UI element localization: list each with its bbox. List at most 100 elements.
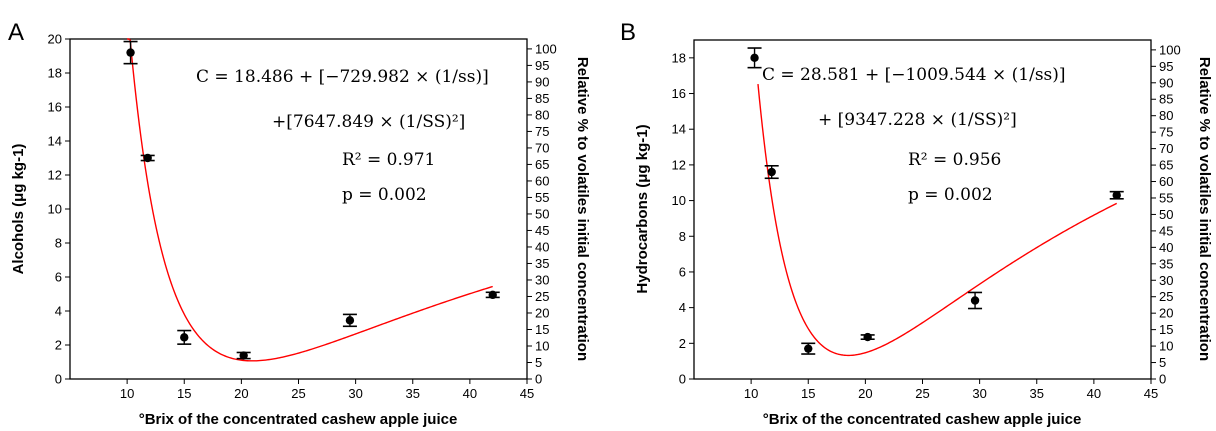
- y2-tick-label-a: 30: [535, 272, 549, 287]
- data-point-a: [143, 153, 152, 163]
- y2-tick-label-b: 35: [1159, 256, 1173, 271]
- x-tick-label-b: 40: [1087, 386, 1101, 401]
- y2-tick-label-b: 30: [1159, 273, 1173, 288]
- y-tick-label-b: 18: [672, 50, 686, 65]
- y2-tick-label-a: 85: [535, 91, 549, 106]
- data-point-a: [345, 316, 355, 325]
- data-point-a: [180, 333, 189, 342]
- y-tick-label-a: 4: [55, 304, 62, 319]
- y2-tick-label-a: 70: [535, 140, 549, 155]
- y2-tick-label-a: 75: [535, 124, 549, 139]
- equation-line1-b: C = 28.581 + [−1009.544 × (1/ss)]: [762, 65, 1066, 85]
- data-point-b: [863, 332, 872, 342]
- y-tick-label-a: 14: [48, 134, 62, 149]
- y2-tick-label-b: 50: [1159, 207, 1173, 222]
- x-tick-label-b: 35: [1030, 386, 1044, 401]
- equation-line2-b: + [9347.228 × (1/SS)²]: [818, 110, 1017, 130]
- x-tick-label-a: 40: [463, 386, 477, 401]
- y2-tick-label-a: 95: [535, 58, 549, 73]
- y2-tick-label-a: 100: [535, 41, 557, 56]
- data-point-b: [804, 344, 813, 353]
- x-tick-label-b: 25: [915, 386, 929, 401]
- y-tick-label-a: 6: [55, 270, 62, 285]
- y2-tick-label-a: 90: [535, 74, 549, 89]
- y-tick-label-a: 0: [55, 372, 62, 387]
- y-tick-label-b: 4: [679, 300, 686, 315]
- panel-a: A 10 15 20 25 30 35 40 450246810121416182005101…: [8, 19, 591, 428]
- y2-tick-label-a: 10: [535, 338, 549, 353]
- y2-tick-label-b: 15: [1159, 322, 1173, 337]
- y-tick-label-a: 12: [48, 168, 62, 183]
- x-tick-label-a: 30: [348, 386, 362, 401]
- y2-axis-label-b: Relative % to volatiles initial concentr…: [1196, 57, 1213, 361]
- x-tick-label-b: 30: [972, 386, 986, 401]
- data-point-b: [1112, 191, 1121, 200]
- y2-tick-label-a: 25: [535, 289, 549, 304]
- y2-tick-label-a: 50: [535, 206, 549, 221]
- y-tick-label-b: 6: [679, 264, 686, 279]
- x-tick-label-a: 25: [291, 386, 305, 401]
- y2-tick-label-b: 10: [1159, 339, 1173, 354]
- y-tick-label-a: 2: [55, 338, 62, 353]
- y2-tick-label-a: 65: [535, 157, 549, 172]
- y-tick-label-b: 16: [672, 86, 686, 101]
- x-tick-label-b: 10: [744, 386, 758, 401]
- equation-line3-b: R² = 0.956: [908, 150, 1001, 170]
- x-tick-label-a: 15: [177, 386, 191, 401]
- y-axis-label-a: Alcohols (μg kg-1): [10, 144, 27, 275]
- data-point-a: [239, 351, 248, 360]
- equation-line4-a: p = 0.002: [342, 185, 427, 205]
- data-point-a: [488, 290, 497, 300]
- plot-frame-a: [69, 38, 528, 380]
- x-tick-label-a: 10: [120, 386, 134, 401]
- y-axis-label-b: Hydrocarbons (μg kg-1): [634, 124, 651, 293]
- equation-line1-a: C = 18.486 + [−729.982 × (1/ss)]: [196, 67, 489, 87]
- y-tick-label-a: 8: [55, 236, 62, 251]
- y2-tick-label-a: 15: [535, 322, 549, 337]
- y2-tick-label-b: 40: [1159, 240, 1173, 255]
- y2-tick-label-a: 5: [535, 355, 542, 370]
- data-point-a: [126, 48, 135, 57]
- x-axis-label-b: °Brix of the concentrated cashew apple j…: [763, 411, 1082, 428]
- y2-tick-label-a: 0: [535, 372, 542, 387]
- x-tick-label-a: 35: [406, 386, 420, 401]
- x-tick-label-a: 45: [520, 386, 534, 401]
- panel-b: B 10 15 20 25 30 35 40 450246810121416180510152…: [620, 19, 1213, 428]
- panel-label-b: B: [620, 19, 636, 46]
- y-tick-label-a: 16: [48, 100, 62, 115]
- equation-line3-a: R² = 0.971: [342, 150, 435, 170]
- y-tick-label-b: 14: [672, 122, 686, 137]
- y-tick-label-b: 10: [672, 193, 686, 208]
- y2-tick-label-a: 55: [535, 190, 549, 205]
- y-tick-label-b: 2: [679, 336, 686, 351]
- y2-tick-label-b: 100: [1159, 42, 1181, 57]
- y2-tick-label-a: 20: [535, 305, 549, 320]
- y2-tick-label-a: 80: [535, 107, 549, 122]
- data-point-b: [750, 53, 759, 63]
- panel-label-a: A: [8, 19, 24, 46]
- plot-frame-b: [693, 39, 1152, 380]
- y2-tick-label-b: 5: [1159, 355, 1166, 370]
- y2-tick-label-b: 85: [1159, 92, 1173, 107]
- data-point-b: [970, 296, 980, 305]
- y-tick-label-b: 0: [679, 372, 686, 387]
- x-tick-label-b: 45: [1144, 386, 1158, 401]
- y2-tick-label-b: 60: [1159, 174, 1173, 189]
- x-axis-label-a: °Brix of the concentrated cashew apple j…: [139, 411, 458, 428]
- y2-tick-label-b: 0: [1159, 372, 1166, 387]
- x-tick-label-a: 20: [234, 386, 248, 401]
- y2-tick-label-b: 65: [1159, 158, 1173, 173]
- x-tick-label-b: 15: [801, 386, 815, 401]
- y2-axis-label-a: Relative % to volatiles initial concentr…: [574, 57, 591, 361]
- fit-curve-a: [127, 38, 493, 362]
- y2-tick-label-b: 70: [1159, 141, 1173, 156]
- y2-tick-label-b: 75: [1159, 125, 1173, 140]
- y2-tick-label-b: 45: [1159, 223, 1173, 238]
- y-tick-label-a: 18: [48, 66, 62, 81]
- y2-tick-label-b: 55: [1159, 190, 1173, 205]
- y-tick-label-a: 10: [48, 202, 62, 217]
- y-tick-label-a: 20: [48, 32, 62, 47]
- equation-line2-a: +[7647.849 × (1/SS)²]: [272, 112, 465, 132]
- y-tick-label-b: 8: [679, 229, 686, 244]
